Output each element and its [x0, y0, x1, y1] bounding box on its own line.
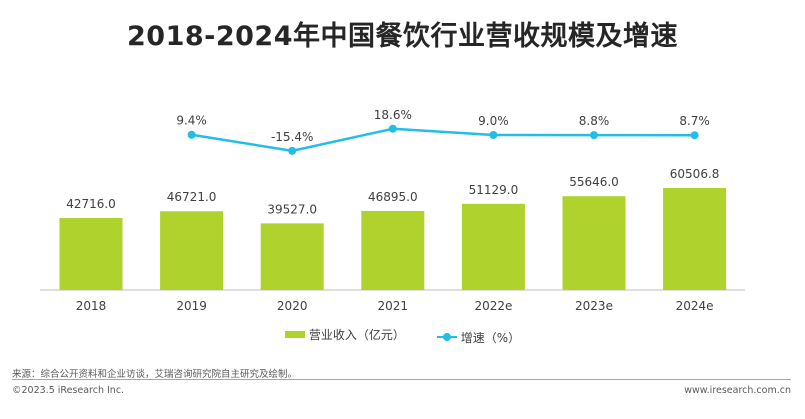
growth-point — [590, 131, 598, 140]
growth-label: -15.4% — [271, 130, 313, 144]
growth-label: 9.4% — [176, 114, 207, 128]
bar-label: 39527.0 — [267, 202, 317, 216]
bar-2020 — [260, 223, 324, 290]
bar-label: 60506.8 — [670, 167, 720, 181]
footer-divider — [12, 379, 791, 380]
legend-label-growth: 增速（%） — [460, 330, 521, 345]
growth-label: 8.8% — [579, 114, 610, 128]
bar-2022e — [461, 203, 525, 290]
copyright: ©2023.5 iResearch Inc. — [12, 385, 125, 396]
chart-title: 2018-2024年中国餐饮行业营收规模及增速 — [127, 21, 678, 52]
bar-2021 — [361, 210, 425, 290]
growth-label: 18.6% — [374, 108, 412, 122]
x-tick-label: 2023e — [575, 299, 613, 313]
x-tick-label: 2022e — [474, 299, 512, 313]
bar-label: 42716.0 — [66, 197, 116, 211]
bar-label: 46721.0 — [167, 190, 217, 204]
bar-label: 55646.0 — [569, 175, 619, 189]
bar-2019 — [160, 211, 224, 290]
growth-point — [489, 131, 498, 139]
bar-label: 46895.0 — [368, 190, 418, 204]
growth-point — [187, 130, 196, 139]
legend-line-swatch — [436, 333, 457, 341]
x-tick-label: 2018 — [76, 299, 107, 313]
legend-bar-swatch — [284, 331, 305, 338]
legend-label-revenue: 营业收入（亿元） — [308, 328, 405, 342]
x-tick-label: 2020 — [277, 299, 308, 313]
bar-label: 51129.0 — [469, 183, 519, 197]
x-tick-label: 2021 — [378, 299, 409, 313]
x-tick-label: 2024e — [676, 299, 714, 313]
bar-2018 — [59, 217, 123, 290]
growth-point — [388, 124, 397, 133]
growth-point — [288, 146, 297, 155]
growth-label: 8.7% — [679, 114, 710, 128]
legend: 营业收入（亿元） 增速（%） — [0, 326, 805, 346]
bar-2024e — [663, 188, 727, 290]
growth-point — [690, 131, 699, 140]
growth-line — [191, 127, 695, 153]
x-tick-label: 2019 — [176, 299, 207, 313]
source-note: 来源：综合公开资料和企业访谈，艾瑞咨询研究院自主研究及绘制。 — [12, 369, 298, 380]
growth-label: 9.0% — [478, 114, 509, 128]
legend-item-revenue: 营业收入（亿元） — [284, 326, 405, 343]
bar-2023e — [562, 196, 626, 290]
website-link[interactable]: www.iresearch.com.cn — [684, 385, 791, 396]
legend-item-growth: 增速（%） — [436, 329, 521, 346]
chart-area: 42716.0 2018 46721.0 2019 39527.0 2020 46895.0… — [40, 108, 745, 313]
